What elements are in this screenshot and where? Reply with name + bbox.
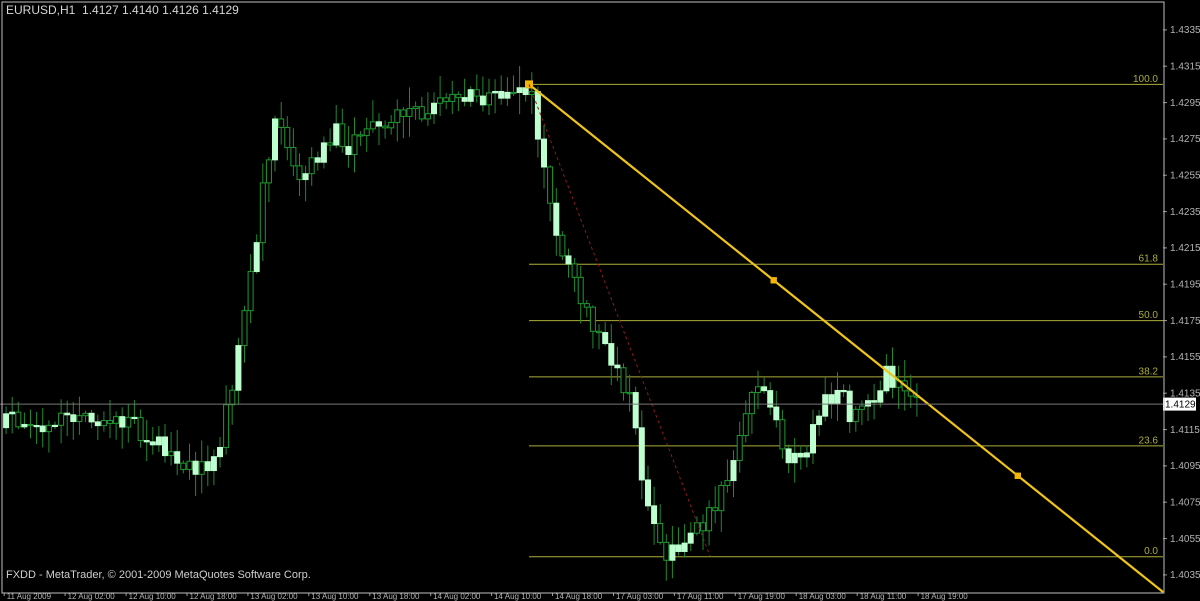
svg-text:1.4155: 1.4155 (1170, 352, 1200, 363)
svg-text:1.4095: 1.4095 (1170, 461, 1200, 472)
svg-text:61.8: 61.8 (1139, 254, 1159, 265)
svg-text:1.4335: 1.4335 (1170, 25, 1200, 36)
svg-text:1.4129: 1.4129 (1165, 399, 1196, 410)
svg-text:1.4075: 1.4075 (1170, 497, 1200, 508)
svg-text:EURUSD,H1 1.4127 1.4140 1.412: EURUSD,H1 1.4127 1.4140 1.4126 1.4129 (6, 3, 239, 17)
svg-text:0.0: 0.0 (1144, 546, 1158, 557)
svg-text:1.4255: 1.4255 (1170, 170, 1200, 181)
svg-text:1.4175: 1.4175 (1170, 316, 1200, 327)
svg-text:100.0: 100.0 (1133, 74, 1158, 85)
svg-text:1.4235: 1.4235 (1170, 207, 1200, 218)
svg-text:1.4115: 1.4115 (1170, 425, 1200, 436)
svg-text:FXDD - MetaTrader, © 2001-2009: FXDD - MetaTrader, © 2001-2009 MetaQuote… (6, 569, 311, 581)
svg-text:1.4215: 1.4215 (1170, 243, 1200, 254)
svg-text:1.4055: 1.4055 (1170, 534, 1200, 545)
svg-text:1.4315: 1.4315 (1170, 61, 1200, 72)
svg-text:1.4275: 1.4275 (1170, 134, 1200, 145)
svg-text:38.2: 38.2 (1139, 366, 1159, 377)
svg-text:1.4195: 1.4195 (1170, 279, 1200, 290)
svg-text:50.0: 50.0 (1139, 310, 1159, 321)
svg-text:23.6: 23.6 (1139, 435, 1159, 446)
svg-text:1.4295: 1.4295 (1170, 98, 1200, 109)
svg-text:1.4035: 1.4035 (1170, 570, 1200, 581)
